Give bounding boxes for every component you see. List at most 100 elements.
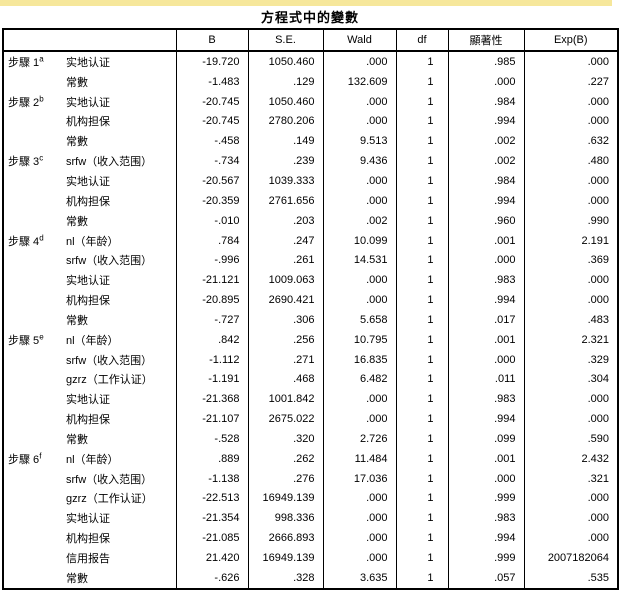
wald-value-cell: 10.099	[322, 230, 396, 251]
expb-value-cell: .000	[523, 389, 618, 410]
se-value-cell: .247	[247, 230, 323, 251]
se-value-cell: .149	[247, 131, 323, 152]
se-value-cell: 16949.139	[247, 488, 323, 509]
wald-value-cell: 10.795	[322, 329, 396, 350]
sig-value-cell: .000	[447, 468, 524, 489]
step-superscript: d	[39, 232, 44, 242]
sig-value-cell: .011	[447, 369, 524, 390]
wald-value-cell: 6.482	[322, 369, 396, 390]
b-value-cell: -20.745	[175, 111, 248, 132]
table-row: 步驟 4d nl（年龄） .784.247 10.099 1.001 2.191	[3, 230, 618, 251]
wald-value-cell: .000	[322, 409, 396, 430]
column-header-2: Wald	[322, 29, 396, 52]
step-label: 步驟 5e	[8, 332, 44, 347]
table-row: 常數 -.626.328 3.635 1.057.535	[3, 567, 618, 589]
table-body: 步驟 1a 实地认证 -19.720 1050.460.000 1.985.000 常數 -…	[3, 51, 618, 589]
variable-label: 常數	[66, 76, 88, 89]
wald-value-cell: .000	[322, 488, 396, 509]
b-value-cell: -20.745	[175, 91, 248, 112]
sig-value-cell: .001	[447, 329, 524, 350]
df-value-cell: 1	[395, 548, 448, 568]
se-value-cell: 1001.842	[247, 389, 323, 410]
column-header-1: S.E.	[247, 29, 323, 52]
wald-value-cell: .000	[322, 508, 396, 529]
step-superscript: e	[39, 332, 44, 342]
variable-label: nl（年龄）	[66, 334, 119, 347]
se-value-cell: 2666.893	[247, 528, 323, 549]
row-label-cell: gzrz（工作认证）	[3, 370, 176, 390]
df-value-cell: 1	[395, 111, 448, 132]
variable-label: 实地认证	[66, 175, 110, 188]
wald-value-cell: .000	[322, 91, 396, 112]
df-value-cell: 1	[395, 171, 448, 191]
variable-label: srfw（收入范围）	[66, 473, 153, 486]
variables-in-equation-table: B S.E. Wald df 顯著性 Exp(B) 步驟 1a 实地认证 -19.720 105…	[2, 28, 619, 590]
sig-value-cell: .001	[447, 448, 524, 469]
expb-value-cell: .000	[523, 528, 618, 549]
variable-label: 常數	[66, 314, 88, 327]
b-value-cell: .842	[175, 329, 248, 350]
table-row: 机构担保 -20.745 2780.206.000 1.994.000	[3, 111, 618, 132]
row-label-cell: 常數	[3, 131, 176, 151]
b-value-cell: -.626	[175, 567, 248, 589]
se-value-cell: 1050.460	[247, 91, 323, 112]
df-value-cell: 1	[395, 270, 448, 291]
wald-value-cell: 132.609	[322, 71, 396, 92]
top-highlight-strip	[0, 0, 612, 6]
row-label-cell: 机构担保	[3, 191, 176, 211]
table-header: B S.E. Wald df 顯著性 Exp(B)	[3, 29, 618, 52]
variable-label: 实地认证	[66, 56, 110, 69]
wald-value-cell: .000	[322, 51, 396, 72]
wald-value-cell: 9.436	[322, 151, 396, 172]
b-value-cell: -19.720	[175, 51, 248, 72]
row-label-cell: 常數	[3, 211, 176, 231]
step-label: 步驟 4d	[8, 232, 44, 248]
df-value-cell: 1	[395, 429, 448, 449]
b-value-cell: -.528	[175, 429, 248, 449]
se-value-cell: .261	[247, 250, 323, 271]
sig-value-cell: .994	[447, 190, 524, 211]
variable-label: nl（年龄）	[66, 235, 119, 248]
column-header-4: 顯著性	[447, 29, 524, 52]
variable-label: gzrz（工作认证）	[66, 374, 153, 387]
expb-value-cell: .369	[523, 250, 618, 271]
table-row: 步驟 3c srfw（收入范围） -.734.239 9.436 1.002.480	[3, 151, 618, 172]
b-value-cell: -21.107	[175, 409, 248, 430]
table-row: 常數 -.528.320 2.726 1.099.590	[3, 429, 618, 449]
row-label-cell: 步驟 4d nl（年龄）	[3, 231, 176, 251]
table-row: 信用报告 21.420 16949.139.000 1.999 2007182064	[3, 548, 618, 568]
row-label-cell: 常數	[3, 72, 176, 92]
df-value-cell: 1	[395, 131, 448, 152]
row-label-cell: 实地认证	[3, 171, 176, 191]
wald-value-cell: .000	[322, 190, 396, 211]
wald-value-cell: .000	[322, 171, 396, 191]
expb-value-cell: .632	[523, 131, 618, 152]
expb-value-cell: .483	[523, 309, 618, 330]
expb-value-cell: 2007182064	[523, 548, 618, 568]
expb-value-cell: .000	[523, 409, 618, 430]
variable-label: 实地认证	[66, 394, 110, 407]
expb-value-cell: .000	[523, 91, 618, 112]
table-row: 实地认证 -20.567 1039.333.000 1.984.000	[3, 171, 618, 191]
column-header-5: Exp(B)	[523, 29, 618, 52]
expb-value-cell: .000	[523, 171, 618, 191]
variable-label: gzrz（工作认证）	[66, 493, 153, 506]
expb-value-cell: .000	[523, 190, 618, 211]
expb-value-cell: .590	[523, 429, 618, 449]
sig-value-cell: .983	[447, 389, 524, 410]
wald-value-cell: .000	[322, 111, 396, 132]
se-value-cell: 2675.022	[247, 409, 323, 430]
expb-value-cell: .227	[523, 71, 618, 92]
row-label-cell: 步驟 5e nl（年龄）	[3, 330, 176, 350]
b-value-cell: 21.420	[175, 548, 248, 568]
wald-value-cell: 11.484	[322, 448, 396, 469]
df-value-cell: 1	[395, 389, 448, 410]
df-value-cell: 1	[395, 230, 448, 251]
wald-value-cell: 5.658	[322, 309, 396, 330]
df-value-cell: 1	[395, 409, 448, 430]
se-value-cell: .306	[247, 309, 323, 330]
df-value-cell: 1	[395, 448, 448, 469]
df-value-cell: 1	[395, 468, 448, 489]
se-value-cell: 2780.206	[247, 111, 323, 132]
